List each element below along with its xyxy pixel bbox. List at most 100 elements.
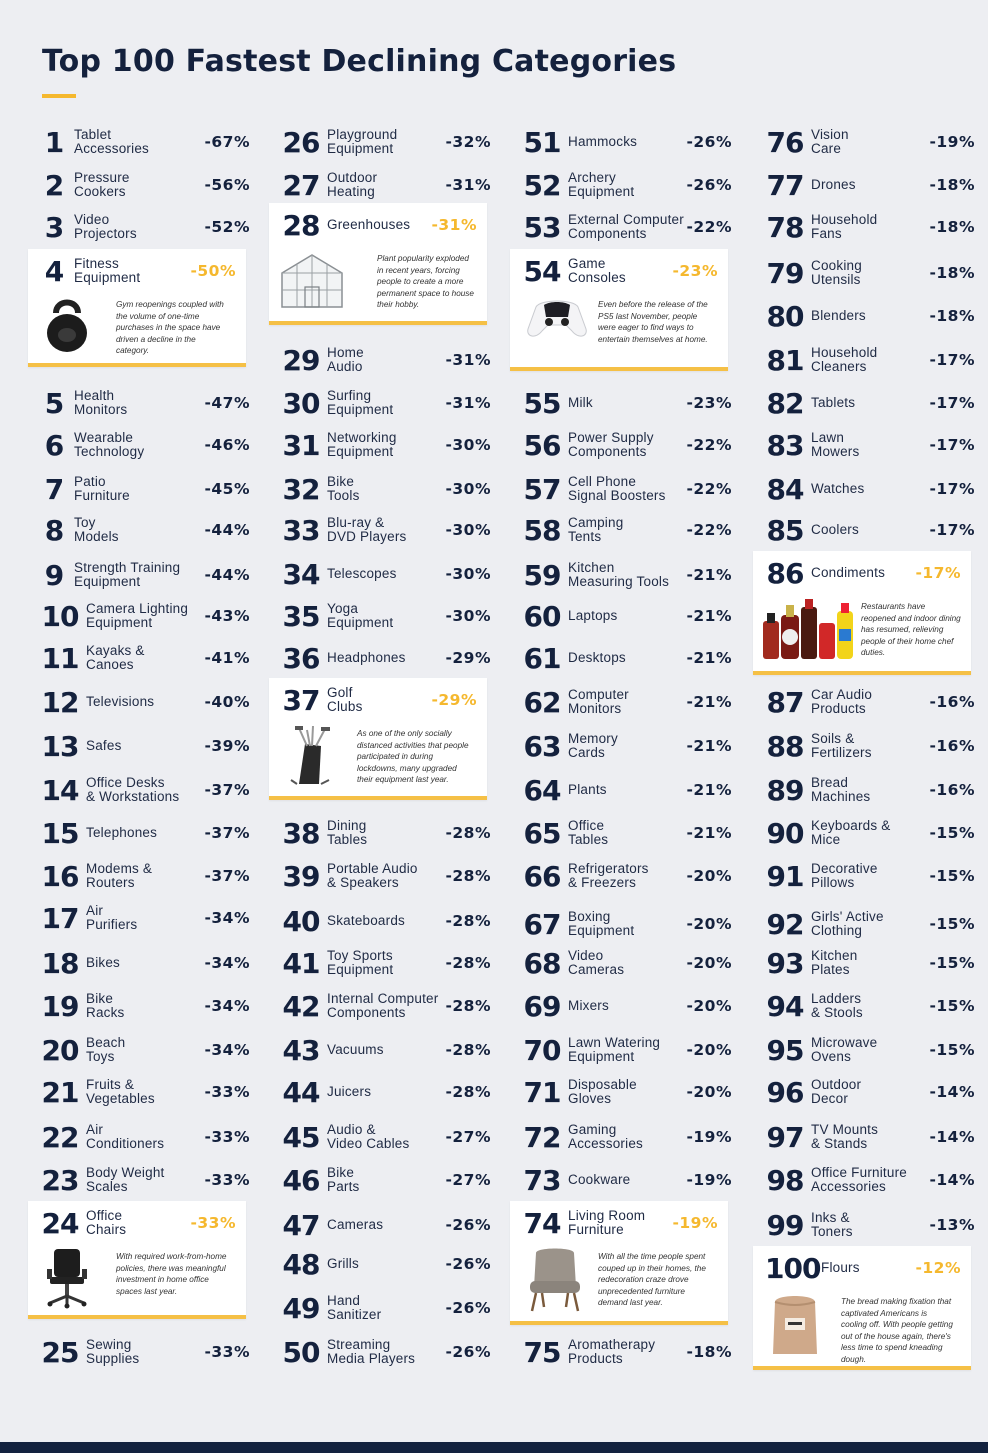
rank-number: 54 [523, 254, 562, 288]
category-name-line: Patio [74, 474, 106, 489]
category-name-line: Desktops [568, 650, 626, 665]
decline-percent: -13% [929, 1216, 975, 1234]
category-name-line: Mice [811, 832, 841, 847]
category-row: 58 Camping Tents -22% [522, 510, 732, 550]
category-name-line: Condiments [811, 565, 886, 580]
decline-percent: -27% [445, 1171, 491, 1189]
category-name: Refrigerators & Freezers [568, 862, 686, 890]
decline-percent: -28% [445, 824, 491, 842]
decline-percent: -44% [204, 566, 250, 584]
category-name: Office Chairs [86, 1209, 204, 1237]
category-row: 33 Blu-ray & DVD Players -30% [281, 510, 491, 550]
category-name-line: Equipment [568, 1049, 635, 1064]
category-name: Body Weight Scales [86, 1166, 204, 1194]
category-name: Mixers [568, 999, 686, 1013]
decline-percent: -20% [686, 997, 732, 1015]
category-name-line: Boxing [568, 909, 611, 924]
category-row: 42 Internal Computer Components -28% [281, 986, 491, 1026]
decline-percent: -16% [929, 737, 975, 755]
decline-percent: -31% [445, 394, 491, 412]
category-name-line: Wearable [74, 430, 134, 445]
category-name: Camera Lighting Equipment [86, 602, 204, 630]
decline-percent: -23% [686, 394, 732, 412]
category-name-line: Toners [811, 1224, 853, 1239]
category-name-line: Soils & [811, 731, 855, 746]
category-row: 8 Toy Models -44% [40, 510, 250, 550]
category-name-line: Bike [327, 1165, 355, 1180]
category-name-line: Computer [568, 687, 629, 702]
category-row: 36 Headphones -29% [281, 638, 491, 678]
category-description: With all the time people spent couped up… [598, 1252, 706, 1307]
decline-percent: -17% [929, 521, 975, 539]
rank-number: 87 [766, 685, 805, 719]
rank-number: 44 [282, 1075, 321, 1109]
category-name: Internal Computer Components [327, 992, 445, 1020]
kettlebell-image [44, 295, 90, 358]
decline-percent: -17% [929, 394, 975, 412]
category-name-line: Sanitizer [327, 1307, 382, 1322]
decline-percent: -28% [445, 912, 491, 930]
category-name-line: Vision [811, 127, 849, 142]
decline-percent: -33% [204, 1128, 250, 1146]
category-name-line: Fruits & [86, 1077, 135, 1092]
category-name-line: Products [811, 701, 866, 716]
decline-percent: -17% [929, 351, 975, 369]
rank-number: 92 [766, 907, 805, 941]
greenhouse-image [277, 249, 347, 318]
rank-number: 15 [41, 816, 80, 850]
category-name: Dining Tables [327, 819, 445, 847]
category-row: 99 Inks & Toners -13% [765, 1205, 975, 1245]
decline-percent: -43% [204, 607, 250, 625]
decline-percent: -28% [445, 954, 491, 972]
category-name: Kitchen Measuring Tools [568, 561, 686, 589]
rank-number: 95 [766, 1033, 805, 1067]
category-name: Portable Audio & Speakers [327, 862, 445, 890]
category-name: Fruits & Vegetables [86, 1078, 204, 1106]
category-name: Surfing Equipment [327, 389, 445, 417]
decline-percent: -20% [686, 954, 732, 972]
category-name: Household Cleaners [811, 346, 929, 374]
rank-number: 19 [41, 989, 80, 1023]
category-name-line: Body Weight [86, 1165, 165, 1180]
decline-percent: -22% [686, 480, 732, 498]
category-name-line: Furniture [568, 1222, 624, 1237]
rank-number: 25 [41, 1335, 80, 1369]
category-name-line: Components [568, 444, 647, 459]
category-name-line: Care [811, 141, 842, 156]
category-row: 56 Power Supply Components -22% [522, 425, 732, 465]
decline-percent: -21% [686, 693, 732, 711]
category-name-line: Chairs [86, 1222, 127, 1237]
category-name: Audio & Video Cables [327, 1123, 445, 1151]
category-row: 22 Air Conditioners -33% [40, 1117, 250, 1157]
category-name-line: Supplies [86, 1351, 140, 1366]
category-name-line: Telescopes [327, 566, 397, 581]
category-name: Streaming Media Players [327, 1338, 445, 1366]
category-name-line: Telephones [86, 825, 158, 840]
rank-number: 65 [523, 816, 562, 850]
decline-percent: -26% [445, 1216, 491, 1234]
decline-percent: -32% [445, 133, 491, 151]
rank-number: 43 [282, 1033, 321, 1067]
rank-number: 26 [282, 125, 321, 159]
category-row: 65 Office Tables -21% [522, 813, 732, 853]
category-name-line: Audio [327, 359, 363, 374]
decline-percent: -26% [445, 1255, 491, 1273]
decline-percent: -17% [915, 564, 961, 582]
rank-number: 93 [766, 946, 805, 980]
category-name-line: Home [327, 345, 364, 360]
rank-number: 55 [523, 386, 562, 420]
category-name-line: Toy [74, 515, 96, 530]
decline-percent: -41% [204, 649, 250, 667]
category-row: 32 Bike Tools -30% [281, 469, 491, 509]
decline-percent: -30% [445, 480, 491, 498]
category-name-line: Sewing [86, 1337, 132, 1352]
rank-number: 82 [766, 386, 805, 420]
category-row: 51 Hammocks -26% [522, 122, 732, 162]
category-row: 76 Vision Care -19% [765, 122, 975, 162]
category-row: 80 Blenders -18% [765, 296, 975, 336]
decline-percent: -21% [686, 566, 732, 584]
decline-percent: -37% [204, 867, 250, 885]
category-name-line: Refrigerators [568, 861, 649, 876]
category-description: Gym reopenings coupled with the volume o… [116, 300, 224, 355]
decline-percent: -30% [445, 607, 491, 625]
